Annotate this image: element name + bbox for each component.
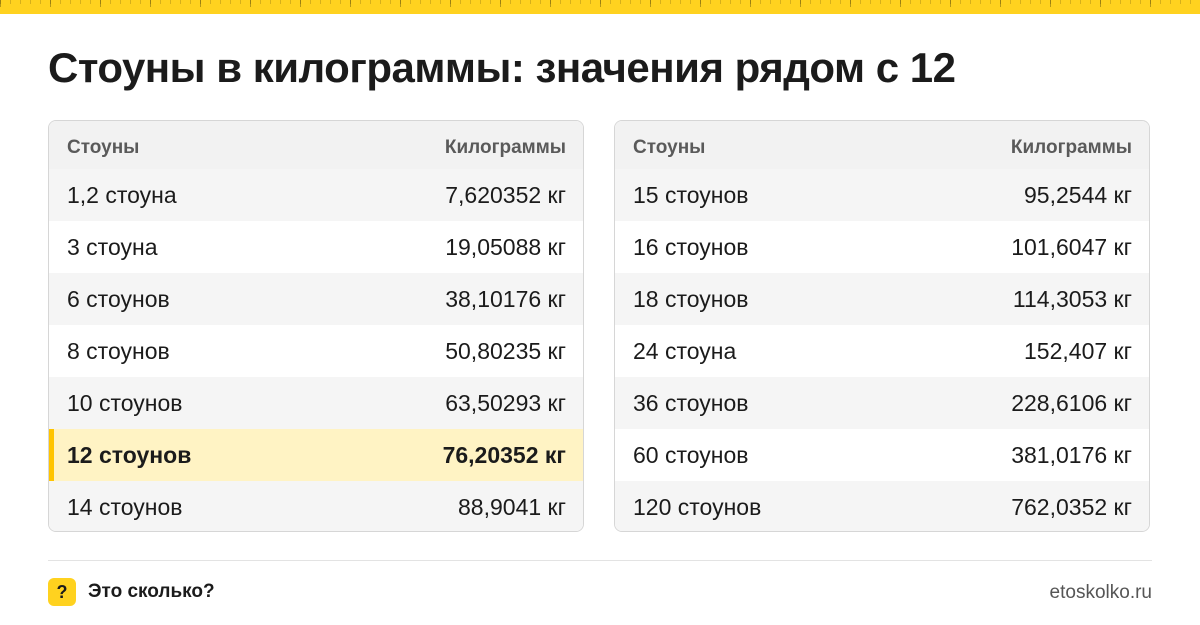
footer-divider [48, 560, 1152, 561]
table-row: 1,2 стоуна 7,620352 кг [49, 169, 583, 221]
conversion-table-left: Стоуны Килограммы 1,2 стоуна 7,620352 кг … [48, 120, 584, 532]
cell-kilograms: 101,6047 кг [1011, 233, 1132, 260]
cell-stones: 3 стоуна [67, 233, 158, 260]
table-row: 14 стоунов 88,9041 кг [49, 481, 583, 531]
cell-kilograms: 76,20352 кг [442, 441, 566, 468]
table-row: 8 стоунов 50,80235 кг [49, 325, 583, 377]
cell-stones: 6 стоунов [67, 285, 170, 312]
table-row: 36 стоунов 228,6106 кг [615, 377, 1149, 429]
cell-kilograms: 7,620352 кг [445, 181, 566, 208]
cell-stones: 120 стоунов [633, 493, 762, 520]
table-row: 10 стоунов 63,50293 кг [49, 377, 583, 429]
table-row: 3 стоуна 19,05088 кг [49, 221, 583, 273]
cell-kilograms: 228,6106 кг [1011, 389, 1132, 416]
cell-kilograms: 50,80235 кг [445, 337, 566, 364]
cell-kilograms: 63,50293 кг [445, 389, 566, 416]
header-kilograms: Килограммы [444, 137, 566, 158]
cell-stones: 8 стоунов [67, 337, 170, 364]
table-row: 120 стоунов 762,0352 кг [615, 481, 1149, 531]
cell-stones: 24 стоуна [633, 337, 737, 364]
conversion-table-right: Стоуны Килограммы 15 стоунов 95,2544 кг 1… [614, 120, 1150, 532]
cell-kilograms: 88,9041 кг [458, 493, 566, 520]
brand: ? Это сколько? [48, 578, 215, 606]
table-row: 18 стоунов 114,3053 кг [615, 273, 1149, 325]
cell-stones: 18 стоунов [633, 285, 749, 312]
table-row: 15 стоунов 95,2544 кг [615, 169, 1149, 221]
cell-stones: 60 стоунов [633, 441, 749, 468]
table-header: Стоуны Килограммы [49, 121, 583, 169]
table-header: Стоуны Килограммы [615, 121, 1149, 169]
cell-kilograms: 381,0176 кг [1011, 441, 1132, 468]
question-mark-icon: ? [48, 578, 76, 606]
table-row: 60 стоунов 381,0176 кг [615, 429, 1149, 481]
cell-kilograms: 114,3053 кг [1012, 285, 1132, 312]
cell-stones: 16 стоунов [633, 233, 749, 260]
cell-kilograms: 762,0352 кг [1011, 493, 1132, 520]
cell-stones: 10 стоунов [67, 389, 183, 416]
header-stones: Стоуны [633, 137, 706, 158]
cell-stones: 12 стоунов [67, 441, 192, 468]
table-row-highlighted: 12 стоунов 76,20352 кг [49, 429, 583, 481]
cell-kilograms: 152,407 кг [1024, 337, 1132, 364]
table-row: 16 стоунов 101,6047 кг [615, 221, 1149, 273]
cell-stones: 14 стоунов [67, 493, 183, 520]
site-url: etoskolko.ru [1049, 582, 1152, 603]
cell-stones: 15 стоунов [633, 181, 749, 208]
cell-kilograms: 19,05088 кг [445, 233, 566, 260]
header-kilograms: Килограммы [1010, 137, 1132, 158]
cell-stones: 36 стоунов [633, 389, 749, 416]
cell-kilograms: 38,10176 кг [445, 285, 566, 312]
table-row: 24 стоуна 152,407 кг [615, 325, 1149, 377]
cell-stones: 1,2 стоуна [67, 181, 177, 208]
header-stones: Стоуны [67, 137, 140, 158]
table-row: 6 стоунов 38,10176 кг [49, 273, 583, 325]
ruler-strip [0, 0, 1200, 14]
cell-kilograms: 95,2544 кг [1024, 181, 1132, 208]
brand-name: Это сколько? [88, 581, 215, 602]
page-title: Стоуны в килограммы: значения рядом с 12 [48, 44, 956, 91]
